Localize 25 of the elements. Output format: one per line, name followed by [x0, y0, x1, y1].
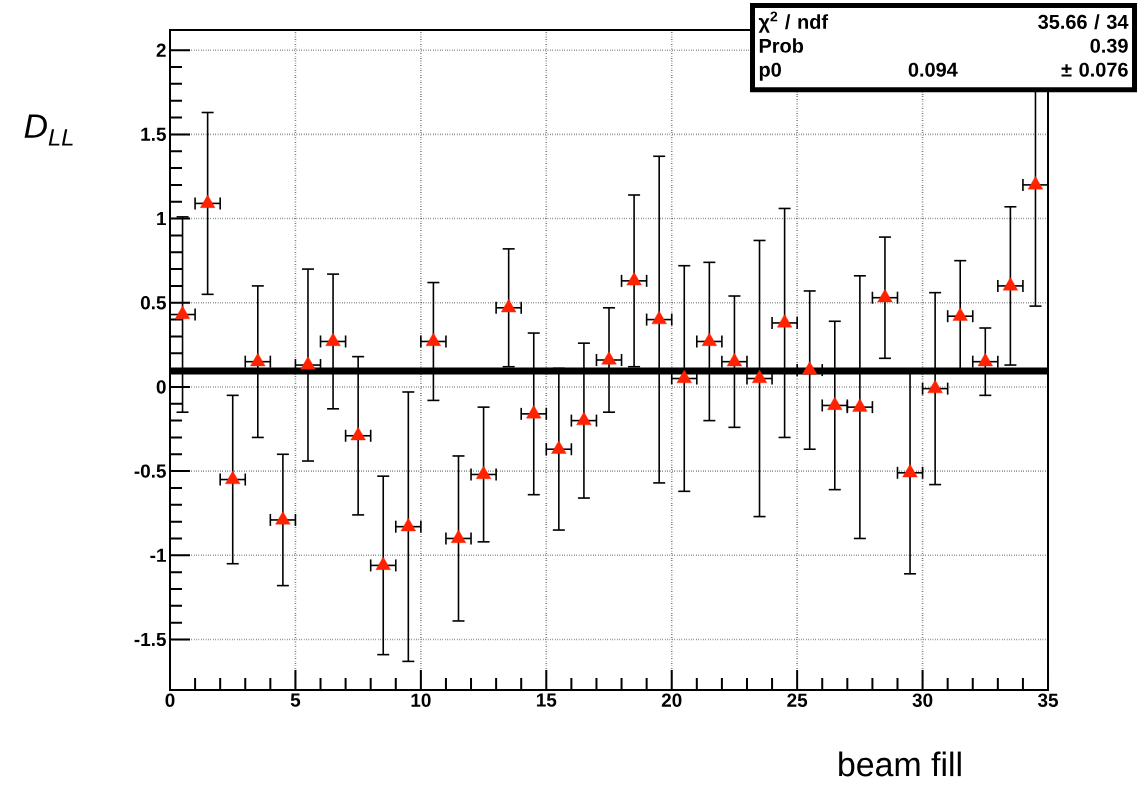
x-tick-label: 20: [661, 693, 682, 707]
y-axis-title: D$_{LL}$: [24, 114, 73, 146]
text: 0.39: [1090, 38, 1128, 53]
y-tick-label: 1.5: [141, 127, 166, 141]
annotation: p0: [759, 62, 781, 81]
annotation: Prob: [759, 38, 804, 53]
text: ± 0.076: [1061, 62, 1128, 77]
y-tick-label: 0.5: [140, 296, 166, 310]
y-tick-label: -1.5: [134, 632, 166, 647]
annotation: 0.094: [908, 62, 958, 77]
x-tick-label: 35: [1037, 693, 1059, 707]
y-tick-label: 0: [156, 380, 166, 394]
annotation: χ$^{2}$ / ndf: [758, 11, 829, 33]
text: 35.66 / 34: [1038, 14, 1129, 30]
x-tick-label: 30: [912, 693, 933, 707]
x-tick-label: 15: [536, 693, 557, 707]
x-tick-label: 5: [290, 693, 301, 707]
y-tick-label: 2: [156, 43, 166, 57]
y-tick-label: 1: [157, 212, 166, 226]
x-tick-label: 10: [411, 693, 431, 707]
x-tick-label: 25: [787, 693, 808, 707]
y-tick-label: -1: [150, 548, 166, 562]
x-tick-label: 0: [165, 693, 175, 707]
x-axis-title: beam fill: [839, 751, 961, 777]
y-tick-label: -0.5: [134, 464, 166, 478]
